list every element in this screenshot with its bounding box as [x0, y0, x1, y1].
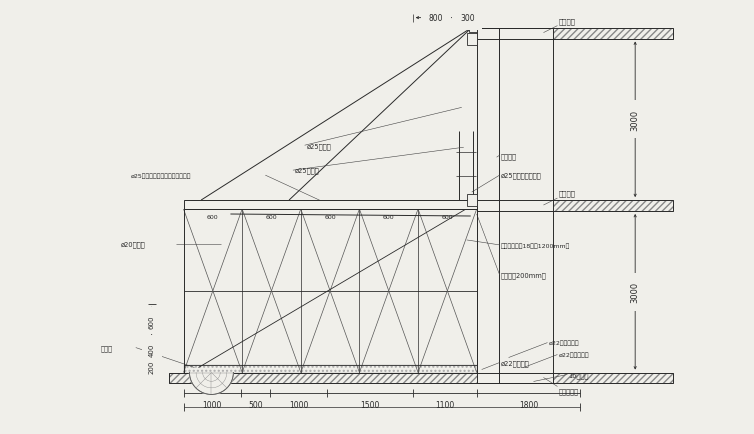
Text: ø22钢筋保险量: ø22钢筋保险量: [548, 340, 579, 345]
Text: 安全挡板200mm高: 安全挡板200mm高: [501, 272, 547, 279]
Text: 3000: 3000: [630, 282, 639, 302]
Text: 安全网: 安全网: [101, 345, 113, 351]
Bar: [467, 194, 477, 207]
Bar: [477, 29, 498, 384]
Text: 1000: 1000: [203, 401, 222, 409]
Bar: [183, 365, 477, 373]
Text: 600: 600: [442, 214, 453, 220]
Bar: [477, 201, 673, 211]
Bar: [169, 373, 673, 384]
Text: 600: 600: [265, 214, 277, 220]
Text: 法兰螺丝: 法兰螺丝: [501, 152, 516, 159]
Bar: [467, 33, 477, 46]
Bar: [183, 201, 477, 210]
Text: 1500: 1500: [360, 401, 380, 409]
Text: 600: 600: [383, 214, 394, 220]
Text: 500: 500: [248, 401, 262, 409]
Text: ø25钢筋预埋成拉环: ø25钢筋预埋成拉环: [501, 172, 541, 179]
Text: 3000: 3000: [630, 109, 639, 131]
Text: 1100: 1100: [436, 401, 455, 409]
Text: 400: 400: [149, 343, 155, 356]
Text: ø22钢筋绞固: ø22钢筋绞固: [501, 359, 529, 366]
Bar: [183, 365, 477, 373]
Text: ø25钢丝绳: ø25钢丝绳: [295, 168, 320, 174]
Text: 安全栏杆加制18夹板1200mm高: 安全栏杆加制18夹板1200mm高: [501, 243, 570, 248]
Bar: [498, 29, 553, 384]
Text: ø25钢丝绳: ø25钢丝绳: [307, 143, 331, 149]
Bar: [169, 373, 673, 384]
Text: 200: 200: [149, 360, 155, 374]
Text: 800: 800: [428, 14, 443, 23]
Text: ø20钢丝绳: ø20钢丝绳: [121, 241, 146, 248]
Text: 16工字钢: 16工字钢: [569, 372, 589, 378]
Text: 1000: 1000: [289, 401, 308, 409]
Text: 600: 600: [207, 214, 219, 220]
Text: 上层架板: 上层架板: [559, 18, 575, 25]
Polygon shape: [189, 373, 233, 395]
Text: 600: 600: [149, 314, 155, 328]
Text: ø22钢筋受压量: ø22钢筋受压量: [559, 352, 589, 358]
Text: 安装层架板: 安装层架板: [559, 388, 578, 394]
Text: ø25钢筋焊接在混凝土梁墙成拉环: ø25钢筋焊接在混凝土梁墙成拉环: [130, 173, 192, 178]
Text: 600: 600: [324, 214, 336, 220]
Bar: [183, 210, 477, 373]
Text: 1800: 1800: [519, 401, 538, 409]
Text: 300: 300: [460, 14, 475, 23]
Bar: [469, 25, 477, 33]
Text: 上层架板: 上层架板: [559, 190, 575, 197]
Bar: [477, 29, 673, 39]
Bar: [477, 201, 673, 211]
Bar: [477, 29, 673, 39]
